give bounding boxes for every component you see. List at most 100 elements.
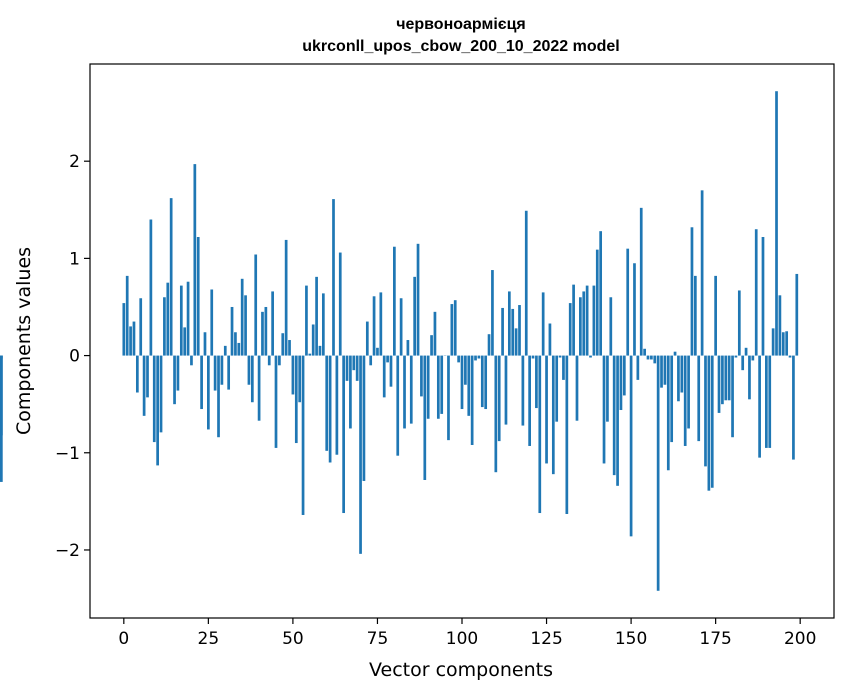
- bar: [122, 303, 126, 356]
- bar: [666, 355, 670, 471]
- bar: [409, 355, 413, 424]
- bar: [135, 355, 139, 393]
- x-tick-label: 175: [699, 629, 731, 649]
- bar: [470, 355, 474, 445]
- bar: [213, 355, 217, 391]
- bar: [436, 355, 440, 419]
- bar: [183, 327, 187, 356]
- bar: [345, 355, 349, 381]
- bar: [646, 355, 650, 360]
- bar: [693, 275, 697, 356]
- bar: [369, 355, 373, 366]
- bar: [359, 355, 362, 554]
- bar: [190, 355, 193, 366]
- bar: [697, 355, 701, 442]
- bar: [406, 340, 410, 356]
- x-tick-label: 100: [446, 629, 478, 649]
- chart-title: червоноармієця: [396, 16, 526, 33]
- bar: [771, 328, 775, 356]
- bar: [781, 332, 785, 356]
- bar: [447, 355, 450, 441]
- bar: [643, 348, 646, 356]
- bar: [744, 347, 748, 356]
- bar: [362, 355, 366, 481]
- bar: [281, 333, 285, 356]
- bar: [497, 355, 501, 442]
- bar: [159, 355, 163, 433]
- bar: [294, 355, 298, 444]
- bar: [734, 355, 738, 358]
- bar: [616, 355, 619, 486]
- bar: [125, 275, 129, 356]
- bar: [660, 355, 663, 388]
- bar: [636, 355, 640, 380]
- bar: [562, 355, 565, 380]
- bar: [504, 355, 508, 425]
- bar: [142, 355, 146, 416]
- bar: [535, 355, 538, 409]
- bar: [247, 355, 251, 385]
- bar: [274, 355, 278, 448]
- bar: [257, 355, 261, 421]
- bar: [379, 292, 383, 356]
- bar: [207, 355, 210, 430]
- bar: [338, 252, 342, 356]
- bar: [768, 355, 772, 448]
- bar: [785, 331, 789, 356]
- bar: [284, 239, 288, 356]
- bar: [179, 285, 183, 356]
- bar: [163, 297, 166, 356]
- bar: [656, 355, 660, 591]
- bar: [420, 355, 423, 397]
- bar: [291, 355, 295, 395]
- bar: [670, 355, 674, 443]
- bar: [639, 207, 643, 356]
- y-axis: −2 −1 0 1 2: [55, 152, 90, 561]
- bar: [433, 311, 437, 356]
- bar: [315, 276, 318, 356]
- bar: [721, 355, 724, 405]
- bar: [464, 355, 467, 385]
- bar: [321, 293, 325, 356]
- bar: [690, 227, 694, 356]
- bar: [203, 332, 207, 356]
- bar: [453, 300, 457, 356]
- bar: [457, 355, 460, 363]
- bar: [250, 355, 254, 403]
- bar: [551, 355, 555, 475]
- bar: [349, 355, 352, 429]
- bar: [565, 355, 569, 514]
- bar: [606, 355, 609, 422]
- bar: [531, 355, 535, 359]
- bar: [426, 355, 430, 419]
- bar: [342, 355, 345, 514]
- bar: [650, 355, 653, 360]
- bar: [673, 351, 677, 356]
- y-tick-label: 1: [69, 249, 80, 269]
- bar: [311, 324, 315, 356]
- bar: [254, 254, 258, 356]
- bar: [413, 276, 417, 356]
- bar: [491, 270, 494, 356]
- bar: [741, 355, 745, 371]
- x-tick-label: 150: [615, 629, 647, 649]
- bar: [765, 355, 768, 448]
- bar: [416, 243, 420, 356]
- x-tick-label: 75: [367, 629, 389, 649]
- bar: [629, 355, 633, 537]
- bar: [467, 355, 471, 416]
- bar: [792, 355, 795, 460]
- bar: [700, 190, 704, 356]
- bar: [149, 219, 153, 356]
- bar: [210, 289, 214, 356]
- bar: [450, 304, 454, 356]
- bar: [710, 355, 714, 488]
- bar: [335, 355, 339, 455]
- bar: [0, 355, 3, 482]
- bar: [677, 355, 680, 402]
- bar: [731, 355, 734, 438]
- bar: [386, 355, 389, 363]
- bar: [237, 342, 241, 356]
- bar: [129, 326, 132, 356]
